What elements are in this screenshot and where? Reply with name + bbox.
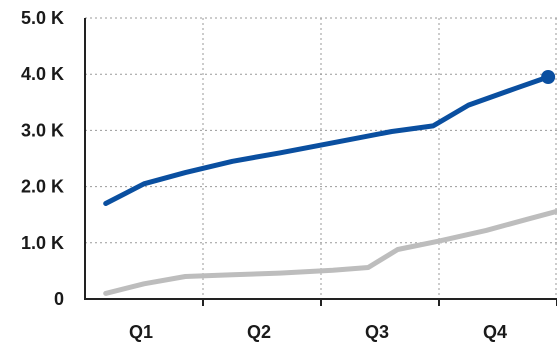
y-tick-label: 3.0 K	[21, 120, 64, 140]
x-tick-labels: Q1 Q2 Q3 Q4	[129, 322, 507, 342]
y-tick-label: 5.0 K	[21, 8, 64, 28]
axes	[84, 18, 557, 306]
series-line	[103, 208, 557, 296]
series-lines	[103, 70, 557, 296]
y-tick-labels: 0 1.0 K 2.0 K 3.0 K 4.0 K 5.0 K	[21, 8, 64, 309]
series-end-point	[541, 70, 556, 85]
y-tick-label: 4.0 K	[21, 64, 64, 84]
x-tick-label: Q4	[483, 322, 507, 342]
y-tick-label: 1.0 K	[21, 233, 64, 253]
x-tick-label: Q2	[247, 322, 271, 342]
grid-lines	[85, 17, 557, 299]
series-line	[103, 74, 551, 206]
y-tick-label: 2.0 K	[21, 177, 64, 197]
y-tick-label: 0	[54, 289, 64, 309]
x-tick-label: Q3	[365, 322, 389, 342]
x-tick-label: Q1	[129, 322, 153, 342]
